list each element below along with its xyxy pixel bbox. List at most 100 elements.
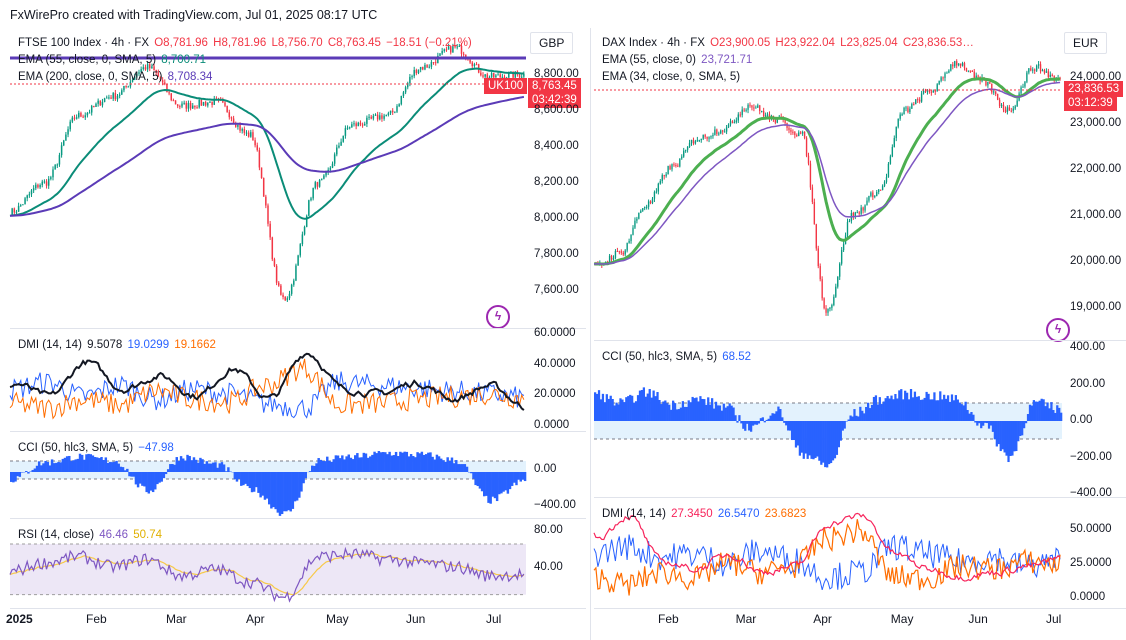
- separator: [594, 608, 1126, 609]
- cci-bar: [414, 457, 417, 472]
- candle-body: [989, 81, 991, 84]
- candle-body: [452, 46, 454, 53]
- candle-body: [422, 66, 424, 70]
- candle-body: [688, 142, 691, 147]
- cci-bar: [506, 472, 510, 494]
- cci-bar: [613, 405, 616, 421]
- cci-bar: [379, 452, 383, 472]
- candle-body: [796, 134, 798, 137]
- cci-bar: [272, 472, 275, 508]
- cci-bar: [808, 421, 811, 456]
- candle-body: [37, 184, 39, 188]
- right-chart[interactable]: DAX Index · 4h · FX O23,900.05 H23,922.0…: [593, 28, 1126, 640]
- candle-body: [144, 67, 147, 70]
- candle-body: [26, 195, 28, 199]
- cci-bar: [179, 456, 183, 472]
- candle-body: [842, 244, 845, 251]
- cci-bar: [252, 472, 256, 492]
- cci-bar: [777, 406, 780, 421]
- cci-bar: [422, 454, 426, 472]
- cci-bar: [162, 472, 166, 479]
- cci-bar: [433, 459, 436, 472]
- cci-bar: [334, 455, 338, 472]
- cci-bar: [835, 421, 839, 455]
- lightning-icon[interactable]: ϟ: [486, 305, 510, 329]
- cci-bar: [689, 402, 692, 421]
- candle-body: [706, 136, 708, 139]
- cci-bar: [106, 462, 110, 472]
- candle-body: [275, 265, 278, 283]
- candle-body: [316, 182, 319, 187]
- candle-body: [103, 98, 106, 102]
- cci-bar: [182, 458, 185, 472]
- candle-body: [710, 136, 712, 138]
- cci-bar: [261, 472, 264, 496]
- candle-body: [881, 185, 884, 190]
- cci-bar: [617, 404, 620, 421]
- left-chart[interactable]: FTSE 100 Index · 4h · FX O8,781.96 H8,78…: [6, 28, 586, 640]
- ftse-price-plot[interactable]: [9, 28, 526, 328]
- candle-body: [829, 307, 831, 309]
- cci-bar: [839, 421, 842, 441]
- candle-body: [686, 146, 689, 150]
- candle-body: [460, 45, 463, 54]
- candle-body: [928, 90, 931, 92]
- dax-cci-plot[interactable]: [594, 341, 1063, 497]
- candle-body: [520, 76, 523, 78]
- dax-price-plot[interactable]: [594, 28, 1062, 340]
- candle-body: [614, 251, 617, 258]
- candle-body: [667, 165, 669, 175]
- candle-body: [250, 132, 252, 137]
- lightning-icon[interactable]: ϟ: [1046, 318, 1070, 342]
- candle-body: [404, 87, 407, 93]
- cci-bar: [757, 421, 761, 424]
- candle-body: [47, 178, 50, 186]
- cci-bar: [27, 472, 30, 474]
- candle-body: [385, 115, 388, 117]
- cci-bar: [508, 472, 512, 490]
- cci-bar: [435, 454, 439, 472]
- candle-body: [176, 104, 179, 107]
- cci-bar: [214, 462, 217, 472]
- ftse-currency[interactable]: GBP: [530, 32, 574, 54]
- cci-bar: [171, 464, 174, 472]
- cci-bar: [896, 398, 899, 421]
- cci-bar: [257, 472, 260, 493]
- cci-bar: [748, 421, 751, 431]
- ftse-rsi-plot[interactable]: [9, 519, 526, 607]
- candle-body: [681, 156, 683, 159]
- candle-body: [331, 163, 334, 168]
- cci-bar: [351, 459, 355, 472]
- ftse-cci-plot[interactable]: [10, 432, 527, 518]
- cci-bar: [491, 472, 495, 497]
- candle-body: [482, 75, 484, 77]
- dax-dmi-plot[interactable]: [593, 498, 1062, 608]
- candle-body: [675, 164, 677, 166]
- candle-body: [146, 64, 149, 70]
- candle-body: [934, 90, 936, 92]
- ftse-dmi-plot[interactable]: [9, 329, 526, 431]
- cci-bar: [917, 396, 920, 421]
- cci-bar: [113, 461, 116, 472]
- candle-body: [297, 255, 299, 266]
- ftse-legend: FTSE 100 Index · 4h · FX O8,781.96 H8,78…: [18, 35, 474, 86]
- cci-bar: [995, 421, 998, 447]
- ftse-price-tag-symbol: UK100: [484, 78, 528, 94]
- cci-bar: [804, 421, 807, 454]
- cci-bar: [427, 452, 430, 472]
- ftse-ema1-label: EMA (55, close, 0, SMA, 5): [18, 54, 157, 66]
- cci-bar: [476, 472, 479, 487]
- cci-bar: [319, 459, 323, 472]
- cci-bar: [388, 451, 391, 472]
- dax-currency[interactable]: EUR: [1064, 32, 1108, 54]
- candle-body: [1035, 65, 1038, 71]
- candle-body: [323, 175, 325, 179]
- cci-bar: [42, 463, 45, 472]
- candle-body: [232, 118, 235, 124]
- cci-bar: [246, 472, 249, 487]
- candle-body: [969, 70, 972, 72]
- candle-body: [245, 132, 248, 134]
- cci-bar: [890, 395, 893, 421]
- cci-bar: [313, 465, 316, 472]
- cci-bar: [143, 472, 146, 487]
